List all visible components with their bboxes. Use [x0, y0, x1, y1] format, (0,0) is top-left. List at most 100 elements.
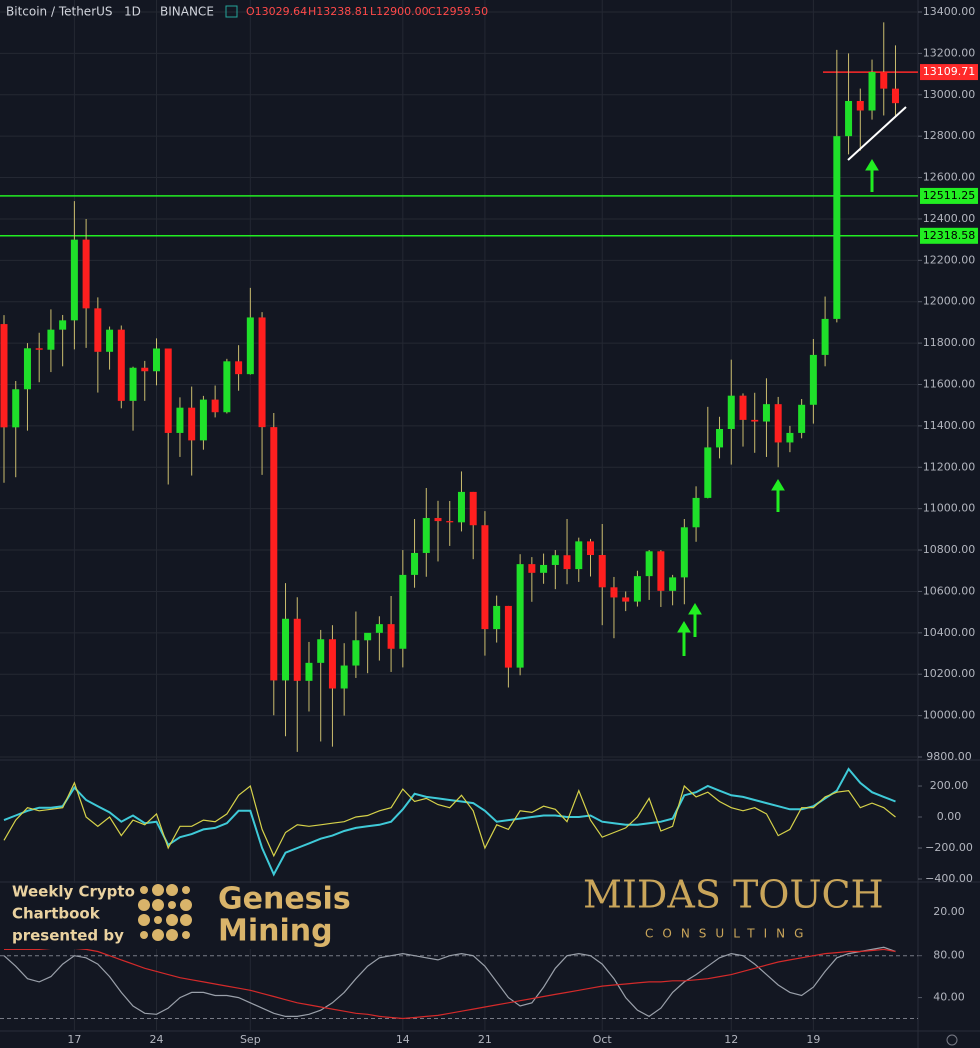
y-tick-label: 10000.00 — [923, 709, 976, 722]
x-tick-label: Sep — [240, 1033, 261, 1046]
logo-dot — [140, 931, 148, 939]
candle-body — [774, 404, 782, 443]
candle-body — [692, 497, 700, 528]
candle-body — [387, 624, 395, 649]
candle-body — [680, 527, 688, 578]
arrow-head — [771, 479, 785, 491]
logo-sub: CONSULTING — [645, 927, 812, 941]
indicator-line — [3, 946, 896, 1018]
logo-dot — [152, 884, 164, 896]
arrow-head — [677, 621, 691, 633]
candle-body — [152, 348, 160, 372]
candle-body — [551, 555, 559, 565]
candle-body — [223, 361, 231, 413]
y-tick-label: 12200.00 — [923, 253, 976, 266]
candle-body — [821, 318, 829, 355]
x-tick-label: 17 — [67, 1033, 81, 1046]
y-tick-label: 11800.00 — [923, 336, 976, 349]
candle-body — [457, 491, 465, 523]
candle-body — [762, 404, 770, 422]
candle-body — [211, 399, 219, 413]
indicator-line — [4, 947, 896, 1020]
candle-body — [199, 399, 207, 441]
candle-body — [0, 324, 8, 428]
logo-dot — [166, 884, 178, 896]
candle-body — [669, 577, 677, 591]
y-tick-label: 12400.00 — [923, 212, 976, 225]
ohlc-close: C12959.50 — [428, 5, 488, 18]
candle-body — [434, 517, 442, 522]
brand-text: presented by — [12, 927, 124, 945]
logo: MIDAS TOUCH — [583, 873, 884, 917]
y-tick-label: 80.00 — [933, 949, 965, 962]
candle-body — [657, 551, 665, 591]
logo-dot — [152, 899, 164, 911]
settings-icon[interactable] — [946, 1034, 958, 1046]
candle-body — [35, 348, 43, 350]
sponsor-name: Genesis — [218, 882, 351, 917]
candle-body — [375, 624, 383, 633]
candle-body — [364, 632, 372, 641]
candle-body — [411, 552, 419, 575]
level-label-box — [920, 227, 978, 244]
sponsor-logo — [138, 884, 192, 941]
level-label: 12511.25 — [923, 189, 976, 202]
candle-body — [575, 541, 583, 570]
candle-body — [106, 329, 114, 352]
candle-body — [481, 525, 489, 630]
x-tick-label: 21 — [478, 1033, 492, 1046]
candle-body — [399, 574, 407, 649]
candle-body — [47, 329, 55, 350]
y-tick-label: 10800.00 — [923, 543, 976, 556]
candle-body — [317, 639, 325, 663]
y-tick-label: 40.00 — [933, 991, 965, 1004]
trend-line — [847, 106, 907, 161]
logo-dot — [166, 914, 178, 926]
marks — [0, 22, 918, 1020]
level-label-box — [920, 64, 978, 81]
y-tick-label: 12000.00 — [923, 295, 976, 308]
arrows — [677, 159, 879, 656]
candle-body — [610, 587, 618, 598]
y-tick-label: −400.00 — [925, 872, 973, 885]
candle-body — [422, 517, 430, 553]
candle-body — [786, 432, 794, 443]
candle-body — [704, 447, 712, 498]
sponsor-name: Mining — [218, 914, 333, 949]
candle-body — [70, 239, 78, 321]
brand-text: Chartbook — [12, 905, 101, 923]
y-tick-label: 12600.00 — [923, 171, 976, 184]
candle-body — [504, 605, 512, 668]
indicator-line — [3, 767, 896, 877]
candle-body — [751, 419, 759, 422]
candle-body — [82, 239, 90, 309]
candle-body — [340, 665, 348, 689]
candle-body — [587, 541, 594, 556]
status-icon[interactable] — [225, 5, 238, 18]
level-label: 12318.58 — [923, 229, 976, 242]
logo-dot — [138, 899, 150, 911]
y-tick-label: 9800.00 — [926, 750, 972, 763]
y-tick-label: 10400.00 — [923, 626, 976, 639]
logo-dot — [166, 929, 178, 941]
y-tick-label: 10200.00 — [923, 667, 976, 680]
candle-body — [528, 564, 536, 573]
candle-body — [188, 407, 196, 441]
x-tick-label: 14 — [396, 1033, 410, 1046]
candle-body — [235, 361, 243, 375]
y-tick-label: 13400.00 — [923, 5, 976, 18]
candle-body — [891, 88, 899, 104]
candle-body — [880, 72, 888, 89]
symbol: Bitcoin / TetherUS — [6, 5, 113, 19]
candle-body — [258, 317, 266, 428]
candle-body — [716, 428, 724, 448]
candle-body — [833, 136, 841, 319]
y-tick-label: 10600.00 — [923, 584, 976, 597]
candle-body — [282, 618, 290, 681]
candle-body — [352, 640, 360, 666]
candle-body — [540, 564, 548, 573]
grid — [0, 0, 922, 1031]
y-tick-label: 13000.00 — [923, 88, 976, 101]
y-tick-label: 200.00 — [930, 779, 969, 792]
